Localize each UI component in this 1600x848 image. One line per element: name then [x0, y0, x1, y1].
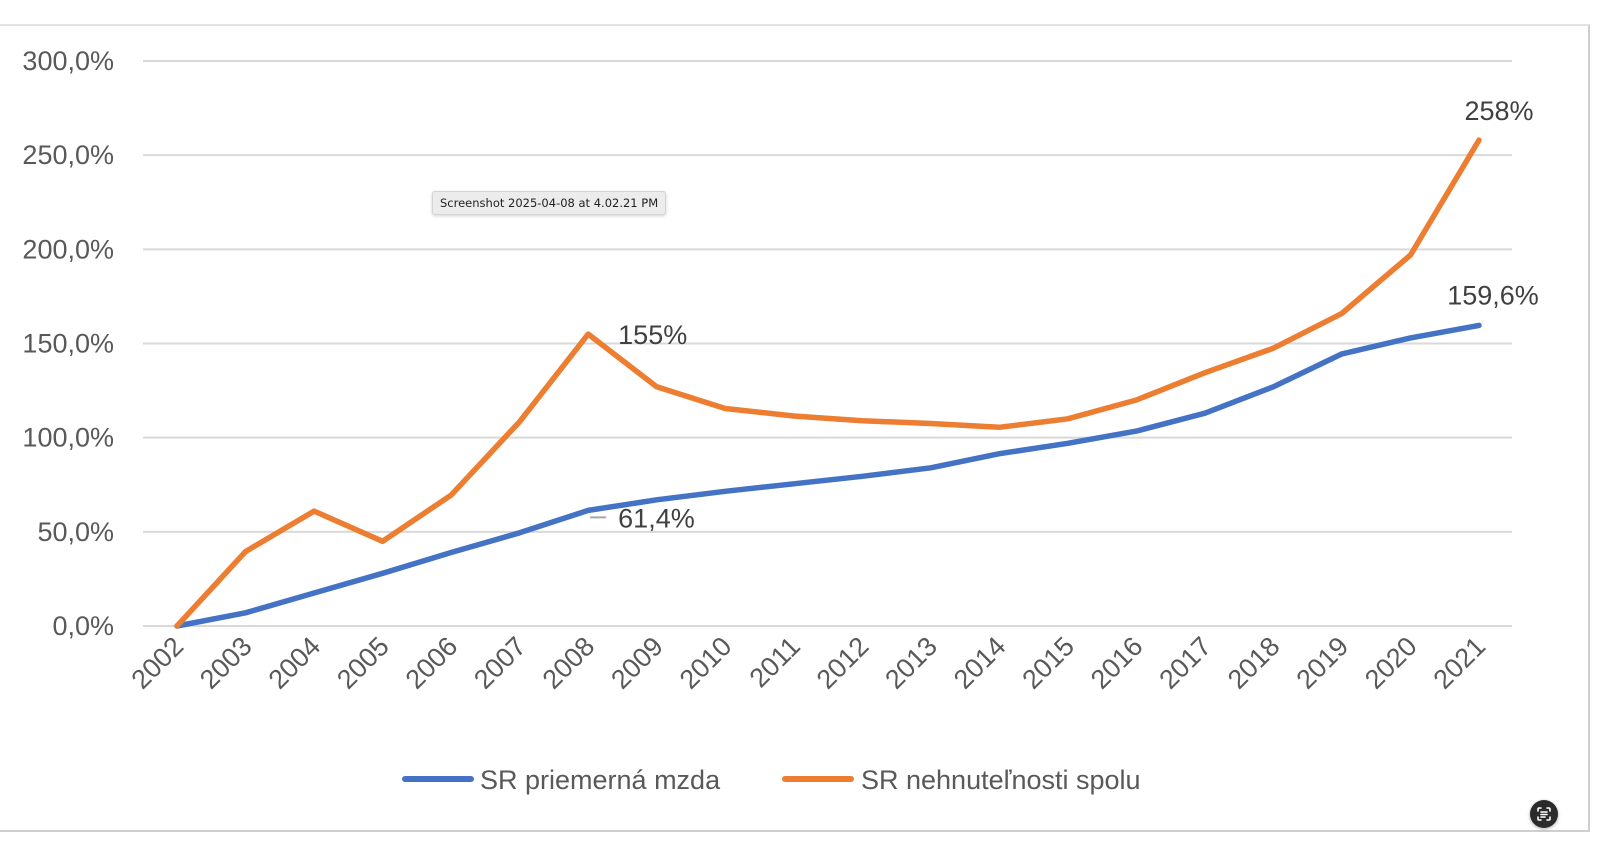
x-tick-label: 2017: [1153, 631, 1217, 695]
live-text-scan-icon: [1537, 807, 1551, 821]
y-tick-label: 300,0%: [22, 46, 114, 76]
legend: SR priemerná mzda SR nehnuteľnosti spolu: [402, 765, 1141, 795]
data-label: 61,4%: [618, 503, 695, 533]
x-tick-label: 2020: [1359, 631, 1423, 695]
y-tick-label: 50,0%: [37, 517, 114, 547]
x-tick-label: 2007: [468, 631, 532, 695]
screenshot-filename-tooltip: Screenshot 2025-04-08 at 4.02.21 PM: [432, 191, 667, 215]
series-lines: [174, 137, 1482, 629]
x-tick-label: 2002: [126, 631, 190, 695]
series-line-priemerna-mzda: [174, 322, 1482, 629]
x-tick-label: 2013: [879, 631, 943, 695]
data-label: 155%: [618, 320, 687, 350]
y-tick-label: 250,0%: [22, 140, 114, 170]
data-label: 258%: [1464, 96, 1533, 126]
x-tick-label: 2005: [331, 631, 395, 695]
x-tick-label: 2004: [263, 631, 327, 695]
x-tick-label: 2009: [605, 631, 669, 695]
y-tick-label: 150,0%: [22, 329, 114, 359]
x-tick-label: 2016: [1085, 631, 1149, 695]
x-tick-label: 2003: [194, 631, 258, 695]
gridlines: [143, 60, 1512, 627]
x-tick-label: 2014: [948, 631, 1012, 695]
x-tick-label: 2018: [1222, 631, 1286, 695]
data-labels: 155% 61,4% 258% 159,6%: [590, 96, 1539, 533]
y-tick-label: 0,0%: [52, 611, 114, 641]
series-line-nehnutelnosti-spolu: [174, 137, 1482, 629]
x-tick-label: 2012: [811, 631, 875, 695]
x-tick-label: 2008: [537, 631, 601, 695]
x-tick-label: 2015: [1016, 631, 1080, 695]
x-tick-label: 2011: [744, 631, 806, 693]
live-text-button[interactable]: [1530, 800, 1558, 828]
y-axis-tick-labels: 0,0% 50,0% 100,0% 150,0% 200,0% 250,0% 300,0%: [22, 46, 114, 641]
data-label: 159,6%: [1447, 280, 1539, 310]
chart-frame: [0, 24, 1590, 832]
x-tick-label: 2006: [400, 631, 464, 695]
x-tick-label: 2010: [674, 631, 738, 695]
x-axis-tick-labels: 2002 2003 2004 2005 2006 2007 2008 2009 2010 2011…: [126, 631, 1492, 695]
legend-label: SR nehnuteľnosti spolu: [861, 765, 1141, 795]
legend-label: SR priemerná mzda: [480, 765, 721, 795]
x-tick-label: 2021: [1428, 631, 1492, 695]
y-tick-label: 100,0%: [22, 423, 114, 453]
x-tick-label: 2019: [1290, 631, 1354, 695]
y-tick-label: 200,0%: [22, 234, 114, 264]
